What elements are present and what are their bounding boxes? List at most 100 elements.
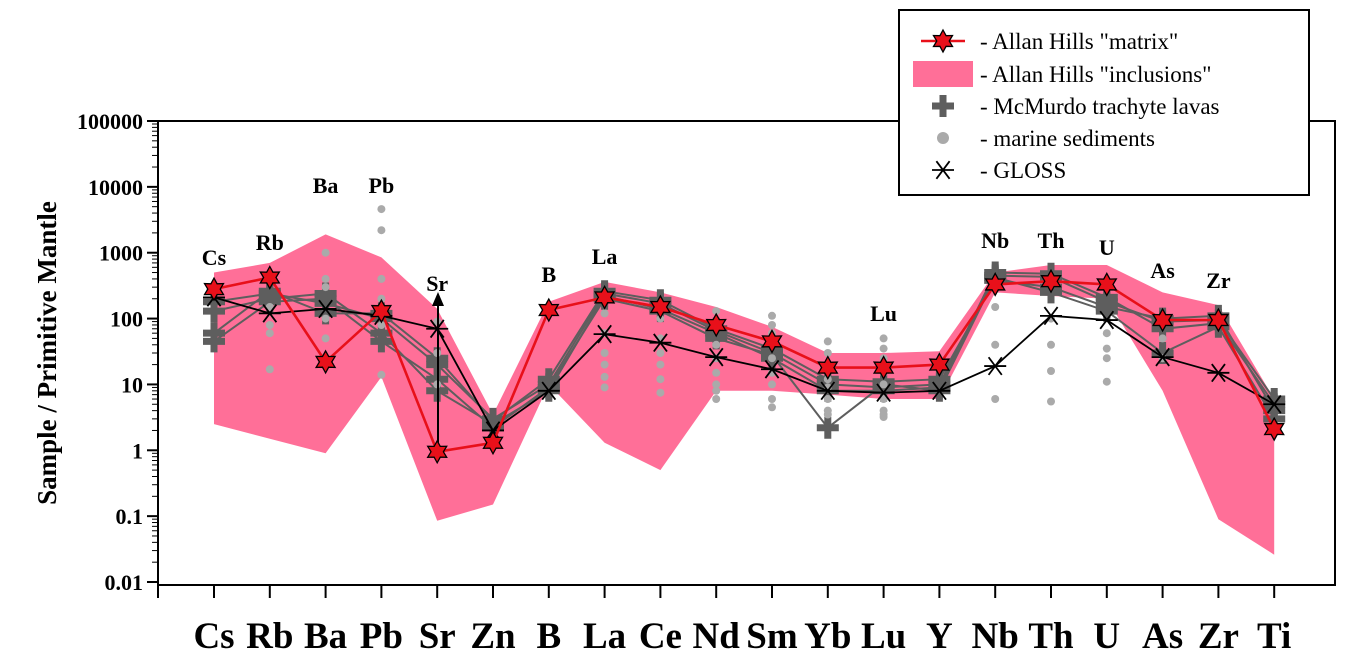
point-label: Cs [202,245,227,270]
x-tick-label: Y [926,616,953,657]
trachyte-point [816,416,839,439]
legend-trachyte-symbol [932,95,954,117]
gloss-point [1095,310,1118,330]
sediment-point [768,354,776,363]
matrix-series-layer [203,265,1285,465]
gloss-point [1263,394,1286,414]
matrix-point [984,272,1006,297]
x-axis-ticks: Cs Rb Ba Pb Sr Zn B La Ce Nd Sm Yb Lu Y Nb Th U As Zr Ti [157,585,1291,657]
sediment-point [879,380,888,389]
gloss-point [761,359,783,379]
point-label: Sr [426,271,448,296]
gloss-point [649,333,672,353]
legend-gloss-symbol [932,160,954,180]
point-label: Lu [870,301,897,326]
point-label: B [541,262,556,287]
sediment-point [265,329,274,338]
sediment-point [377,205,386,214]
matrix-point [426,439,448,465]
sediment-point [265,321,274,329]
y-tick-label: 100 [110,307,143,332]
x-tick-label: Sm [746,616,798,657]
gloss-point [816,381,839,401]
y-tick-label: 0.1 [116,504,144,529]
sediment-point [823,395,832,403]
matrix-point [370,298,393,324]
sediment-point [991,395,1000,403]
x-tick-label: Nb [972,616,1019,657]
sediment-point [879,334,888,343]
sediment-point [377,294,386,303]
sediment-point [1158,334,1167,343]
gloss-point [872,383,895,402]
matrix-point [705,312,727,338]
sediment-point [321,334,330,343]
sediment-point [879,344,888,353]
x-tick-label: Rb [246,616,293,657]
sediment-point [712,340,721,349]
gloss-point [314,299,337,319]
sediment-point [321,248,330,257]
x-tick-label: Ce [639,616,682,657]
gloss-point [1040,306,1062,326]
legend-inclusions-symbol [913,61,973,87]
sediment-point [656,360,665,369]
x-tick-label: Cs [193,616,234,657]
matrix-point [928,352,951,377]
point-label: U [1099,235,1115,260]
matrix-point [482,430,504,456]
x-tick-label: U [1093,616,1120,657]
matrix-point [1263,416,1285,442]
legend-label: - Allan Hills "inclusions" [980,62,1212,87]
x-tick-label: Th [1028,616,1074,657]
gloss-point [928,381,951,401]
gloss-point [984,356,1007,376]
trachyte-point [1095,300,1118,323]
sediment-point [879,413,888,421]
matrix-point [314,349,337,375]
inclusions-band-layer [214,234,1275,555]
sediment-point [768,380,776,389]
trachyte-point [203,330,225,353]
sr-range-arrow [432,292,444,449]
gloss-point [258,304,281,323]
point-label: La [592,244,618,269]
matrix-line [213,276,1276,454]
matrix-point [1151,307,1174,333]
legend: - Allan Hills "matrix" - Allan Hills "inc… [898,9,1310,196]
sediment-point [768,311,776,320]
point-label: Pb [369,173,395,198]
legend-box [898,9,1310,196]
matrix-point [1096,272,1118,297]
point-label: Rb [256,230,284,255]
sediment-point [656,375,665,384]
x-tick-label: Zr [1198,616,1239,657]
sediment-point [879,395,888,403]
point-label: As [1150,258,1175,283]
sediment-point [1047,367,1055,375]
matrix-point [1040,268,1062,294]
sediment-point [823,337,832,346]
matrix-point [872,355,895,380]
matrix-point [649,294,672,320]
sediment-point [600,349,609,357]
sediment-point [712,307,721,316]
y-tick-label: 1 [132,438,143,463]
point-label: Ba [313,173,339,198]
sediment-point [600,360,609,369]
sediment-point [712,368,721,377]
x-tick-label: Lu [861,616,906,657]
gloss-point [1207,363,1230,383]
sediment-point [377,226,386,235]
y-tick-label: 1000 [99,241,143,266]
sediment-point [321,283,330,292]
gloss-point [537,381,560,401]
gloss-point [1151,347,1174,367]
sediment-point [265,365,274,374]
sediment-point [377,274,386,283]
gloss-series-layer [203,288,1286,440]
y-tick-label: 0.01 [105,570,144,595]
matrix-point [538,297,560,323]
point-labels: Cs Rb Ba Pb Sr B La Lu Nb Th U As Zr [202,173,1231,326]
